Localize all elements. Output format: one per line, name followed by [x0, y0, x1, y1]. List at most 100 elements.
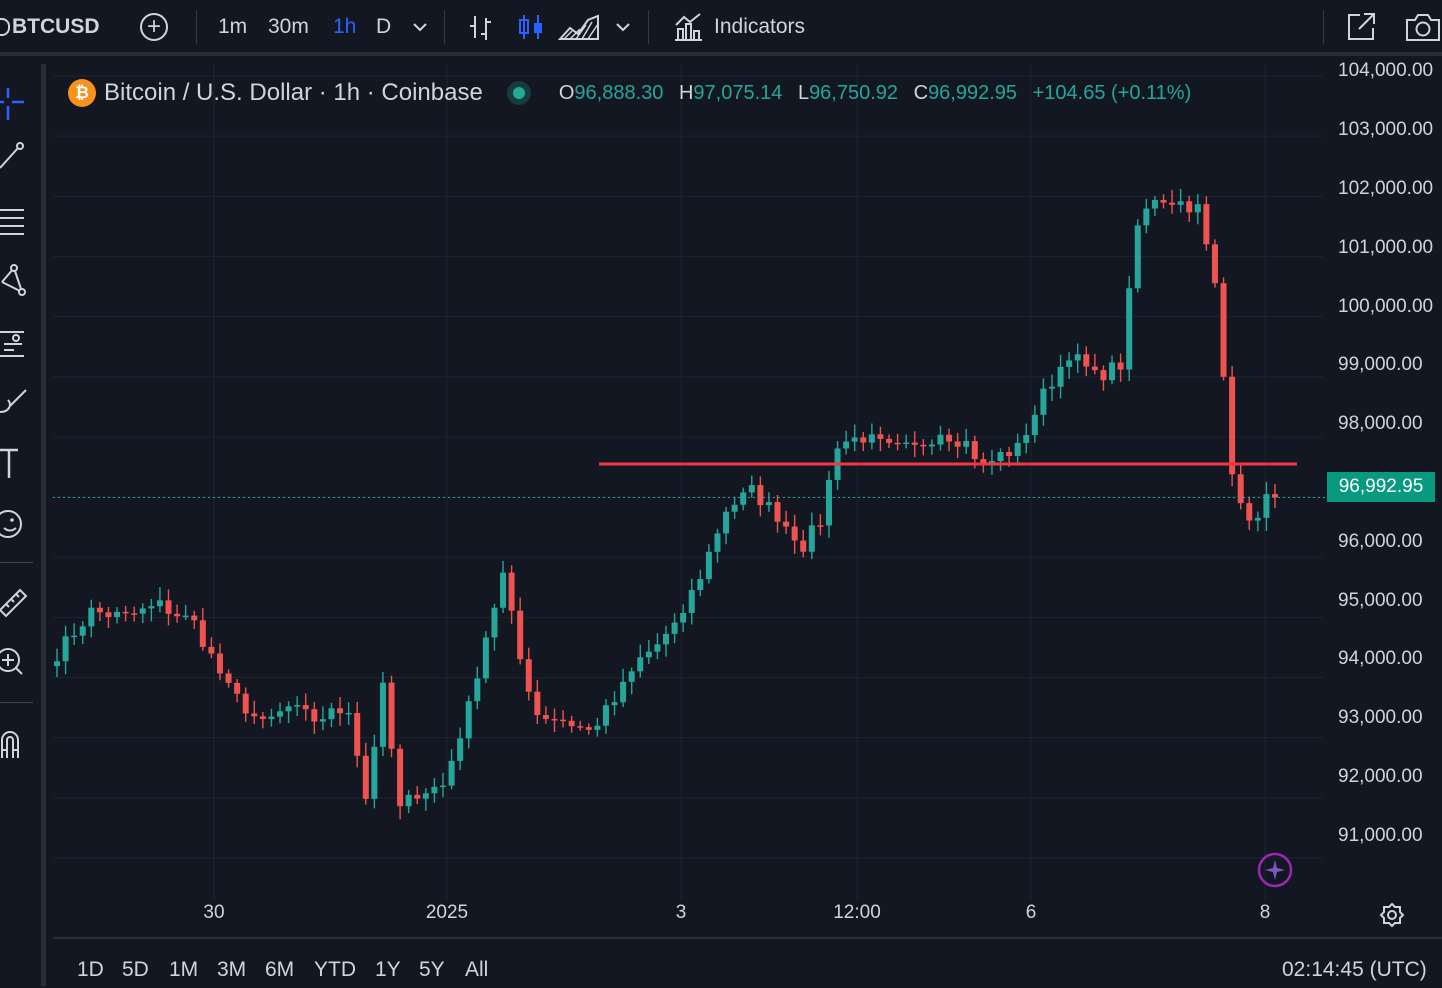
candle-body [1229, 376, 1236, 475]
indicators-button[interactable]: Indicators [672, 0, 805, 54]
utc-clock[interactable]: 02:14:45 (UTC) [1282, 958, 1427, 981]
ai-assistant-button[interactable] [1257, 852, 1293, 888]
indicators-label: Indicators [714, 15, 806, 38]
candle-body [980, 459, 987, 464]
candles-chart-type-button[interactable] [516, 0, 546, 54]
range-button-ytd[interactable]: YTD [314, 958, 356, 981]
high-value: 97,075.14 [693, 81, 783, 104]
zoom-in-icon[interactable] [0, 642, 40, 682]
candle-body [388, 682, 395, 749]
candle [1254, 511, 1261, 532]
range-button-6m[interactable]: 6M [265, 958, 295, 981]
candle-body [1151, 199, 1158, 209]
candle-body [1091, 366, 1098, 371]
pattern-tool-icon[interactable] [0, 260, 40, 300]
candle [71, 623, 78, 646]
candle-body [988, 461, 995, 464]
time-axis-label: 8 [1259, 902, 1271, 923]
trend-line-icon[interactable] [0, 138, 40, 178]
candle-body [1031, 414, 1038, 436]
interval-dropdown[interactable] [410, 0, 430, 54]
toolbar-divider [1323, 10, 1324, 44]
ruler-icon[interactable] [0, 580, 40, 620]
symbol-title[interactable]: Bitcoin / U.S. Dollar · 1h · Coinbase [104, 79, 483, 106]
candle [285, 701, 292, 724]
candle-body [808, 525, 815, 552]
candle-body [397, 748, 404, 807]
bar-chart-type-button[interactable] [466, 0, 496, 54]
range-button-5d[interactable]: 5D [122, 958, 149, 981]
candle-body [1117, 362, 1124, 370]
candle [388, 675, 395, 758]
candle [405, 789, 412, 814]
magnet-icon[interactable] [0, 722, 40, 762]
text-tool-icon[interactable] [0, 444, 40, 484]
candle [165, 589, 172, 626]
snapshot-button[interactable] [1404, 0, 1442, 54]
candle [1203, 196, 1210, 251]
interval-1m[interactable]: 1m [218, 0, 247, 54]
candle-body [1100, 370, 1107, 381]
candle [1031, 405, 1038, 443]
candle-body [971, 441, 978, 460]
toolbar-divider [648, 10, 649, 44]
candle-body [740, 492, 747, 505]
candle [1023, 423, 1030, 454]
candle [757, 476, 764, 517]
market-status-dot[interactable] [512, 87, 525, 99]
chart-type-dropdown[interactable] [613, 0, 633, 54]
interval-label: 1m [218, 15, 248, 38]
candle-body [1254, 517, 1261, 521]
candle [54, 648, 60, 678]
candle [131, 606, 138, 622]
range-button-5y[interactable]: 5Y [419, 958, 445, 981]
close-key: C [913, 81, 929, 104]
brush-icon[interactable] [0, 382, 40, 422]
candle [911, 431, 918, 458]
candle [105, 606, 112, 629]
candle-body [765, 502, 772, 506]
candle [748, 475, 755, 498]
candle [1220, 277, 1227, 381]
range-button-1m[interactable]: 1M [169, 958, 199, 981]
interval-30m[interactable]: 30m [268, 0, 309, 54]
candle-body [1040, 388, 1047, 415]
candle-body [225, 673, 232, 683]
candle [602, 699, 609, 734]
symbol-search[interactable]: BTCUSD [0, 0, 100, 54]
popout-button[interactable] [1344, 0, 1378, 54]
crosshair-icon[interactable] [0, 84, 40, 124]
candle [225, 669, 232, 688]
fib-retracement-icon[interactable] [0, 200, 40, 240]
chart-settings-button[interactable] [1378, 901, 1406, 929]
forecasting-tool-icon[interactable] [0, 322, 40, 362]
candle [1237, 462, 1244, 510]
candle-body [1134, 225, 1141, 289]
area-chart-type-button[interactable] [558, 0, 600, 54]
emoji-icon[interactable] [0, 504, 40, 544]
range-button-1y[interactable]: 1Y [375, 958, 401, 981]
candle-body [911, 442, 918, 445]
price-chart[interactable] [53, 64, 1442, 986]
candle [1211, 239, 1218, 288]
interval-1h[interactable]: 1h [333, 0, 356, 54]
drawing-toolbar [0, 64, 46, 986]
candle [877, 426, 884, 452]
candle [216, 643, 223, 681]
chart-overlays [53, 462, 1325, 498]
range-button-3m[interactable]: 3M [217, 958, 247, 981]
interval-d[interactable]: D [376, 0, 391, 54]
candle [199, 608, 206, 651]
candle [354, 701, 361, 768]
range-button-1d[interactable]: 1D [77, 958, 104, 981]
candle-body [259, 716, 266, 719]
candle [311, 702, 318, 735]
candle-body [1211, 244, 1218, 284]
candle [963, 428, 970, 454]
candle-body [774, 502, 781, 522]
candle-body [174, 613, 181, 617]
candle-body [234, 682, 241, 694]
range-button-all[interactable]: All [465, 958, 489, 981]
candle-body [96, 607, 103, 613]
compare-add-button[interactable]: + [140, 0, 168, 54]
